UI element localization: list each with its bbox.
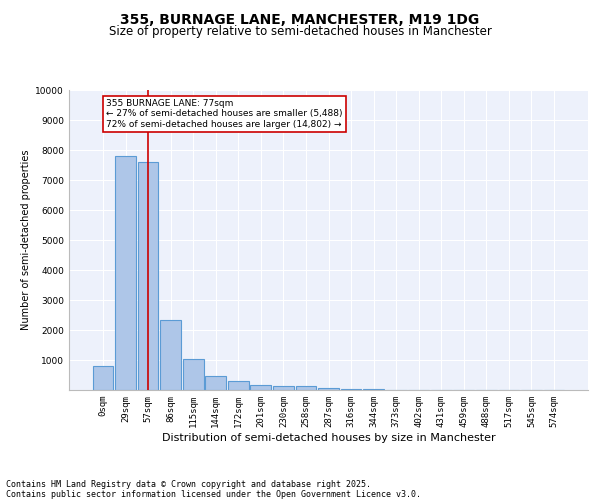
Bar	[92, 366, 113, 390]
Text: 355, BURNAGE LANE, MANCHESTER, M19 1DG: 355, BURNAGE LANE, MANCHESTER, M19 1DG	[121, 12, 479, 26]
Bar	[205, 376, 226, 390]
Bar	[341, 389, 361, 390]
Bar	[160, 320, 181, 390]
Text: 355 BURNAGE LANE: 77sqm
← 27% of semi-detached houses are smaller (5,488)
72% of: 355 BURNAGE LANE: 77sqm ← 27% of semi-de…	[106, 99, 343, 129]
X-axis label: Distribution of semi-detached houses by size in Manchester: Distribution of semi-detached houses by …	[161, 432, 496, 442]
Text: Size of property relative to semi-detached houses in Manchester: Size of property relative to semi-detach…	[109, 25, 491, 38]
Text: Contains HM Land Registry data © Crown copyright and database right 2025.
Contai: Contains HM Land Registry data © Crown c…	[6, 480, 421, 499]
Y-axis label: Number of semi-detached properties: Number of semi-detached properties	[21, 150, 31, 330]
Bar	[228, 382, 248, 390]
Bar	[296, 386, 316, 390]
Bar	[115, 156, 136, 390]
Bar	[250, 385, 271, 390]
Bar	[273, 386, 294, 390]
Bar	[318, 388, 339, 390]
Bar	[137, 162, 158, 390]
Bar	[183, 360, 203, 390]
